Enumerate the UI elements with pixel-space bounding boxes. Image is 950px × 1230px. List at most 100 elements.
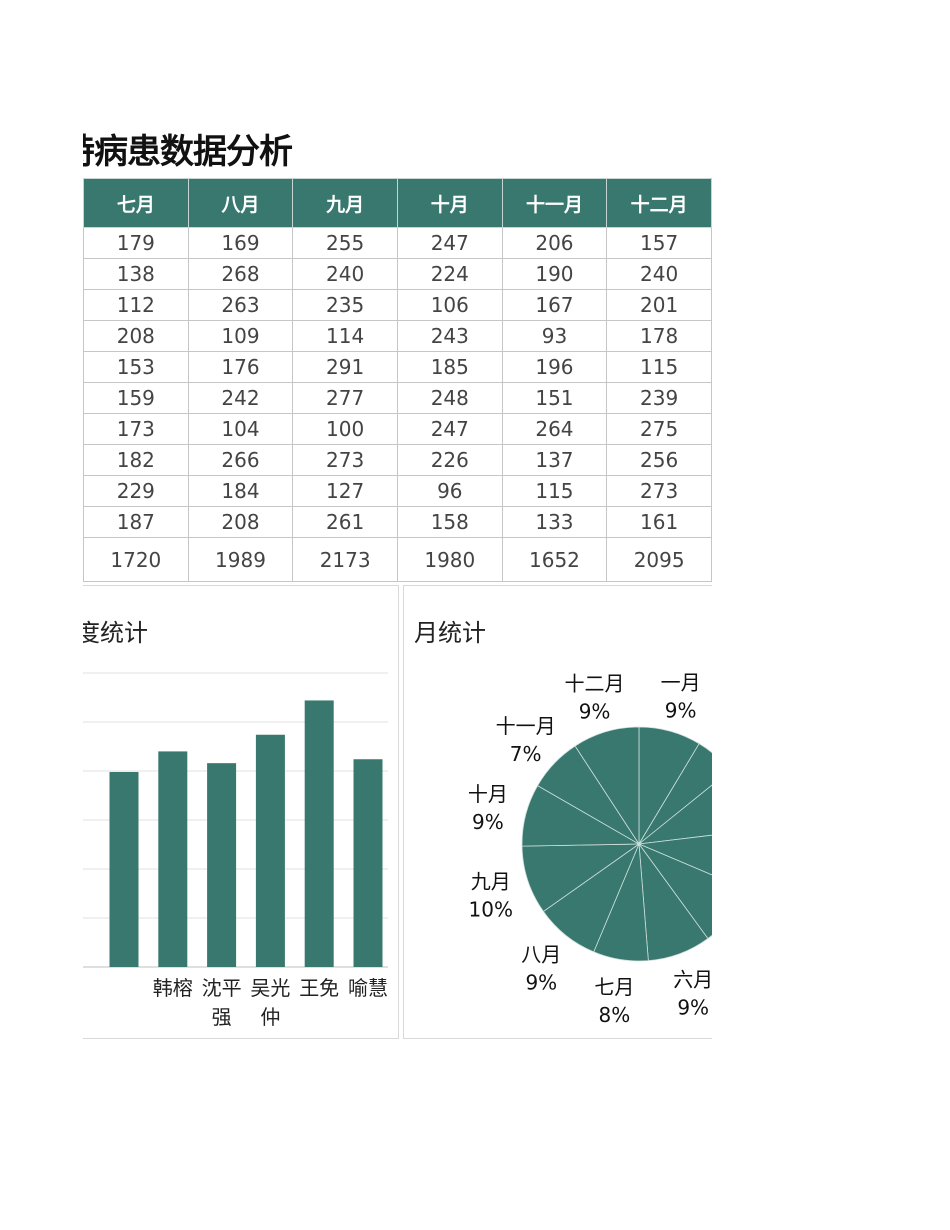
pie-data-label: 十月 9% bbox=[468, 782, 508, 834]
bar[interactable] bbox=[158, 751, 188, 967]
x-tick-label: 喻慧 bbox=[348, 976, 388, 1000]
table-cell[interactable]: 224 bbox=[396, 258, 503, 290]
table-cell[interactable]: 157 bbox=[606, 227, 712, 259]
table-cell[interactable]: 201 bbox=[606, 289, 712, 321]
table-cell[interactable]: 176 bbox=[187, 351, 294, 383]
table-cell[interactable]: 277 bbox=[292, 382, 398, 414]
total-cell[interactable]: 1980 bbox=[396, 537, 503, 582]
total-cell[interactable]: 2095 bbox=[606, 537, 712, 582]
pie-data-label: 六月 9% bbox=[673, 967, 712, 1019]
table-cell[interactable]: 268 bbox=[187, 258, 294, 290]
table-cell[interactable]: 104 bbox=[187, 413, 294, 445]
table-cell[interactable]: 273 bbox=[606, 475, 712, 507]
table-cell[interactable]: 239 bbox=[606, 382, 712, 414]
table-cell[interactable]: 106 bbox=[396, 289, 503, 321]
table-cell[interactable]: 153 bbox=[83, 351, 189, 383]
table-cell[interactable]: 196 bbox=[501, 351, 608, 383]
table-cell[interactable]: 137 bbox=[501, 444, 608, 476]
column-header[interactable]: 九月 bbox=[292, 178, 398, 228]
column-header[interactable]: 十二月 bbox=[606, 178, 712, 228]
total-cell[interactable]: 2173 bbox=[292, 537, 398, 582]
bar[interactable] bbox=[304, 700, 334, 967]
bar[interactable] bbox=[207, 763, 237, 967]
table-cell[interactable]: 247 bbox=[396, 413, 503, 445]
table-cell[interactable]: 184 bbox=[187, 475, 294, 507]
table-cell[interactable]: 96 bbox=[396, 475, 503, 507]
total-cell[interactable]: 1720 bbox=[83, 537, 189, 582]
table-row: 112 263 235 106 167 201 bbox=[83, 289, 712, 321]
table-cell[interactable]: 151 bbox=[501, 382, 608, 414]
table-cell[interactable]: 240 bbox=[606, 258, 712, 290]
x-tick-label: 韩榕 bbox=[153, 976, 193, 1000]
table-cell[interactable]: 187 bbox=[83, 506, 189, 538]
pie-data-label: 七月 8% bbox=[594, 975, 634, 1027]
table-cell[interactable]: 127 bbox=[292, 475, 398, 507]
table-cell[interactable]: 182 bbox=[83, 444, 189, 476]
table-cell[interactable]: 169 bbox=[187, 227, 294, 259]
table-cell[interactable]: 229 bbox=[83, 475, 189, 507]
table-cell[interactable]: 208 bbox=[83, 320, 189, 352]
bar-chart-panel[interactable]: 年度统计 韩榕沈平强吴光仲王免喻慧张绿 bbox=[83, 585, 399, 1039]
table-cell[interactable]: 167 bbox=[501, 289, 608, 321]
table-row: 159 242 277 248 151 239 bbox=[83, 382, 712, 414]
table-cell[interactable]: 291 bbox=[292, 351, 398, 383]
table-cell[interactable]: 248 bbox=[396, 382, 503, 414]
table-cell[interactable]: 179 bbox=[83, 227, 189, 259]
bar[interactable] bbox=[109, 771, 139, 967]
table-cell[interactable]: 115 bbox=[606, 351, 712, 383]
table-cell[interactable]: 263 bbox=[187, 289, 294, 321]
table-cell[interactable]: 93 bbox=[501, 320, 608, 352]
table-cell[interactable]: 138 bbox=[83, 258, 189, 290]
total-cell[interactable]: 1989 bbox=[187, 537, 294, 582]
table-cell[interactable]: 256 bbox=[606, 444, 712, 476]
data-table: 七月 八月 九月 十月 十一月 十二月 179 169 255 247 206 157 138 268 2… bbox=[83, 178, 712, 582]
table-cell[interactable]: 161 bbox=[606, 506, 712, 538]
bar-chart: 韩榕沈平强吴光仲王免喻慧张绿 bbox=[83, 672, 398, 1029]
table-row: 208 109 114 243 93 178 bbox=[83, 320, 712, 352]
bar[interactable] bbox=[353, 759, 383, 967]
table-cell[interactable]: 178 bbox=[606, 320, 712, 352]
spreadsheet-view: 特病患数据分析 七月 八月 九月 十月 十一月 十二月 179 169 255 247 206 15… bbox=[83, 0, 712, 1230]
table-cell[interactable]: 133 bbox=[501, 506, 608, 538]
table-cell[interactable]: 159 bbox=[83, 382, 189, 414]
table-cell[interactable]: 109 bbox=[187, 320, 294, 352]
pie-slice[interactable] bbox=[637, 771, 712, 845]
column-header[interactable]: 八月 bbox=[187, 178, 294, 228]
table-cell[interactable]: 114 bbox=[292, 320, 398, 352]
total-cell[interactable]: 1652 bbox=[501, 537, 608, 582]
table-cell[interactable]: 275 bbox=[606, 413, 712, 445]
table-row: 138 268 240 224 190 240 bbox=[83, 258, 712, 290]
table-cell[interactable]: 206 bbox=[501, 227, 608, 259]
table-cell[interactable]: 115 bbox=[501, 475, 608, 507]
column-header[interactable]: 十一月 bbox=[501, 178, 608, 228]
table-cell[interactable]: 235 bbox=[292, 289, 398, 321]
table-row: 229 184 127 96 115 273 bbox=[83, 475, 712, 507]
x-tick-label: 张绿 bbox=[397, 976, 398, 1000]
table-cell[interactable]: 100 bbox=[292, 413, 398, 445]
table-cell[interactable]: 190 bbox=[501, 258, 608, 290]
table-cell[interactable]: 255 bbox=[292, 227, 398, 259]
pie-slice[interactable] bbox=[637, 830, 712, 890]
pie-chart-panel[interactable]: 月统计 一月 9% 六月 9% 七月 8% 八月 9% 九月 10% 十月 9% 十一月 7% 十二月 9% bbox=[403, 585, 712, 1039]
table-cell[interactable]: 273 bbox=[292, 444, 398, 476]
table-cell[interactable]: 247 bbox=[396, 227, 503, 259]
bar[interactable] bbox=[255, 734, 285, 967]
column-header[interactable]: 十月 bbox=[396, 178, 503, 228]
table-cell[interactable]: 242 bbox=[187, 382, 294, 414]
pie-data-label: 一月 9% bbox=[661, 671, 701, 723]
table-cell[interactable]: 266 bbox=[187, 444, 294, 476]
table-cell[interactable]: 185 bbox=[396, 351, 503, 383]
pie-slice[interactable] bbox=[638, 743, 712, 845]
table-cell[interactable]: 264 bbox=[501, 413, 608, 445]
table-cell[interactable]: 261 bbox=[292, 506, 398, 538]
table-cell[interactable]: 158 bbox=[396, 506, 503, 538]
column-header[interactable]: 七月 bbox=[83, 178, 189, 228]
pie-chart-title: 月统计 bbox=[414, 619, 486, 647]
table-cell[interactable]: 240 bbox=[292, 258, 398, 290]
table-cell[interactable]: 112 bbox=[83, 289, 189, 321]
table-cell[interactable]: 173 bbox=[83, 413, 189, 445]
pie-slice[interactable] bbox=[574, 726, 640, 846]
table-cell[interactable]: 208 bbox=[187, 506, 294, 538]
table-cell[interactable]: 226 bbox=[396, 444, 503, 476]
table-cell[interactable]: 243 bbox=[396, 320, 503, 352]
